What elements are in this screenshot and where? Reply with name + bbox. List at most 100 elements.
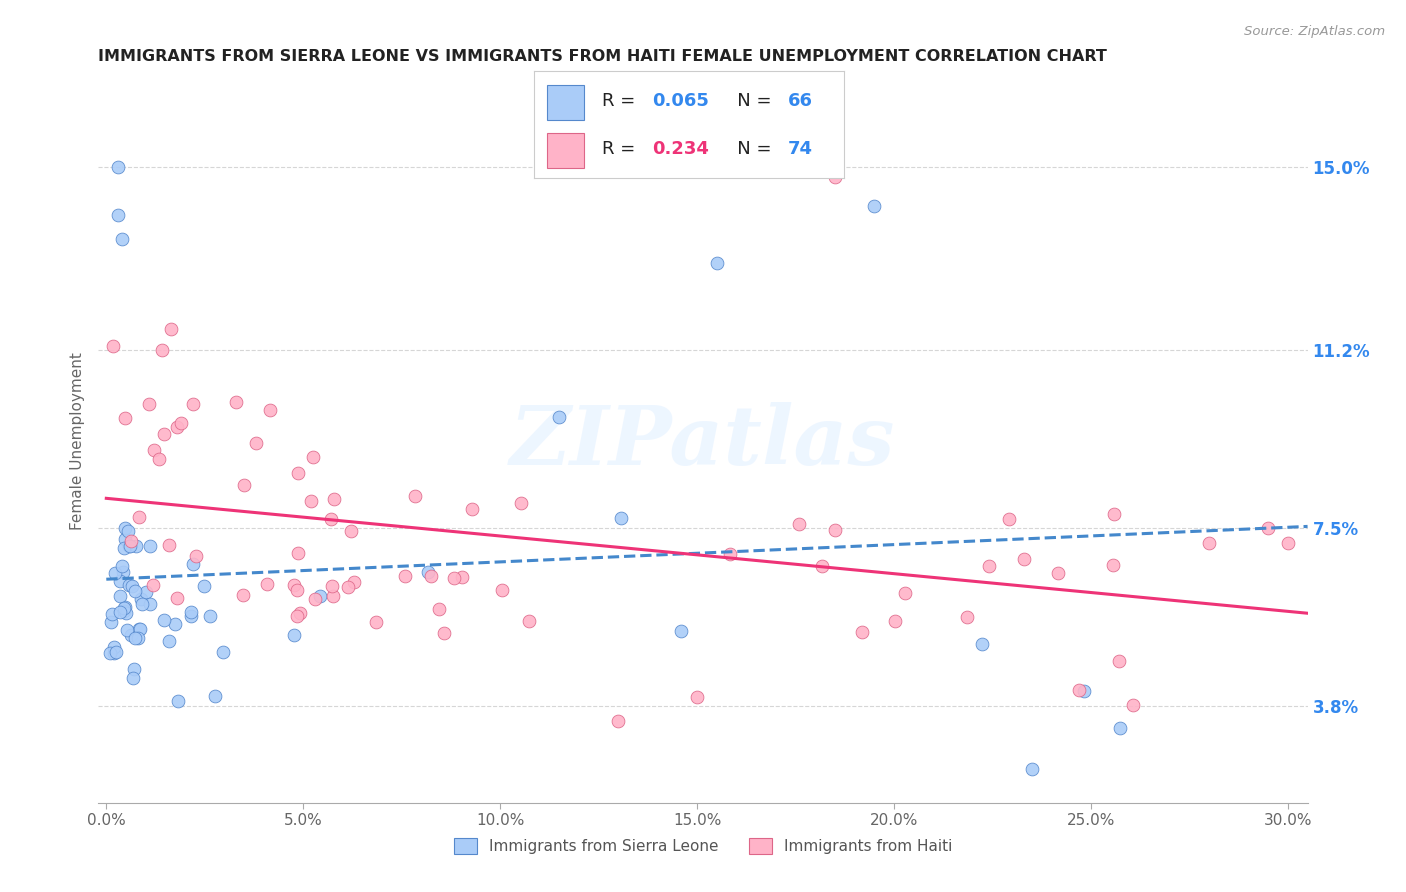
Point xyxy=(166,420,188,434)
Point xyxy=(427,602,450,616)
Point xyxy=(1073,684,1095,698)
Point xyxy=(193,579,215,593)
Point xyxy=(170,416,193,430)
Point xyxy=(285,582,308,597)
Point xyxy=(394,569,416,583)
Point xyxy=(283,578,305,592)
Point xyxy=(321,579,343,593)
Point xyxy=(1198,535,1220,549)
Text: N =: N = xyxy=(720,93,778,111)
Point xyxy=(299,493,322,508)
FancyBboxPatch shape xyxy=(547,86,583,120)
Point xyxy=(129,591,152,606)
Point xyxy=(366,615,388,629)
Point xyxy=(1102,558,1125,572)
Point xyxy=(108,606,131,620)
Point xyxy=(1122,698,1144,712)
Point xyxy=(548,410,571,425)
Point xyxy=(811,558,834,573)
Point xyxy=(323,492,346,507)
Point xyxy=(184,549,207,564)
Point xyxy=(232,477,254,491)
Point xyxy=(418,566,440,580)
Point xyxy=(1108,654,1130,668)
Point xyxy=(104,566,127,580)
Point xyxy=(863,198,886,212)
Text: 0.065: 0.065 xyxy=(652,93,709,111)
Point xyxy=(245,435,267,450)
Text: R =: R = xyxy=(602,141,641,159)
Point xyxy=(259,403,281,417)
Point xyxy=(1012,552,1035,566)
FancyBboxPatch shape xyxy=(547,134,583,168)
Point xyxy=(122,671,145,685)
Point xyxy=(287,609,309,624)
Point xyxy=(115,606,138,620)
Point xyxy=(111,559,134,574)
Point xyxy=(718,547,741,561)
Point xyxy=(111,232,134,246)
Point xyxy=(308,589,330,603)
Text: N =: N = xyxy=(720,141,778,159)
Point xyxy=(302,450,325,464)
Point xyxy=(115,624,138,638)
Point xyxy=(131,597,153,611)
Point xyxy=(610,511,633,525)
Point xyxy=(114,599,136,614)
Text: 74: 74 xyxy=(787,141,813,159)
Point xyxy=(150,343,173,357)
Point xyxy=(138,397,160,411)
Point xyxy=(120,628,142,642)
Point xyxy=(232,588,254,602)
Point xyxy=(124,584,146,599)
Point xyxy=(118,578,141,592)
Point xyxy=(183,557,205,571)
Point xyxy=(118,539,141,553)
Point xyxy=(1277,535,1299,549)
Y-axis label: Female Unemployment: Female Unemployment xyxy=(69,352,84,531)
Point xyxy=(103,646,125,660)
Point xyxy=(114,411,136,425)
Point xyxy=(460,502,482,516)
Point xyxy=(157,634,180,648)
Point xyxy=(340,524,363,538)
Point xyxy=(181,397,204,411)
Point xyxy=(322,590,344,604)
Point xyxy=(101,607,124,622)
Point xyxy=(103,640,125,654)
Point xyxy=(111,565,134,579)
Point xyxy=(956,610,979,624)
Point xyxy=(153,613,176,627)
Point xyxy=(977,559,1000,574)
Point xyxy=(443,571,465,585)
Point xyxy=(419,569,441,583)
Point xyxy=(1257,521,1279,535)
Point xyxy=(142,577,165,591)
Point xyxy=(287,466,309,480)
Point xyxy=(98,646,121,660)
Point xyxy=(686,690,709,704)
Point xyxy=(212,645,235,659)
Point xyxy=(112,541,135,555)
Point xyxy=(100,615,122,629)
Point xyxy=(225,395,247,409)
Point xyxy=(124,631,146,645)
Point xyxy=(124,662,146,676)
Legend: Immigrants from Sierra Leone, Immigrants from Haiti: Immigrants from Sierra Leone, Immigrants… xyxy=(447,832,959,860)
Point xyxy=(884,614,907,628)
Point xyxy=(160,322,183,336)
Point xyxy=(180,608,202,623)
Point xyxy=(343,575,366,590)
Point xyxy=(319,512,342,526)
Point xyxy=(256,577,278,591)
Point xyxy=(1109,721,1132,735)
Point xyxy=(167,694,190,708)
Text: 0.234: 0.234 xyxy=(652,141,709,159)
Point xyxy=(998,512,1021,526)
Point xyxy=(128,509,150,524)
Point xyxy=(121,579,143,593)
Point xyxy=(128,622,150,636)
Point xyxy=(120,533,142,548)
Point xyxy=(124,539,146,553)
Point xyxy=(519,615,541,629)
